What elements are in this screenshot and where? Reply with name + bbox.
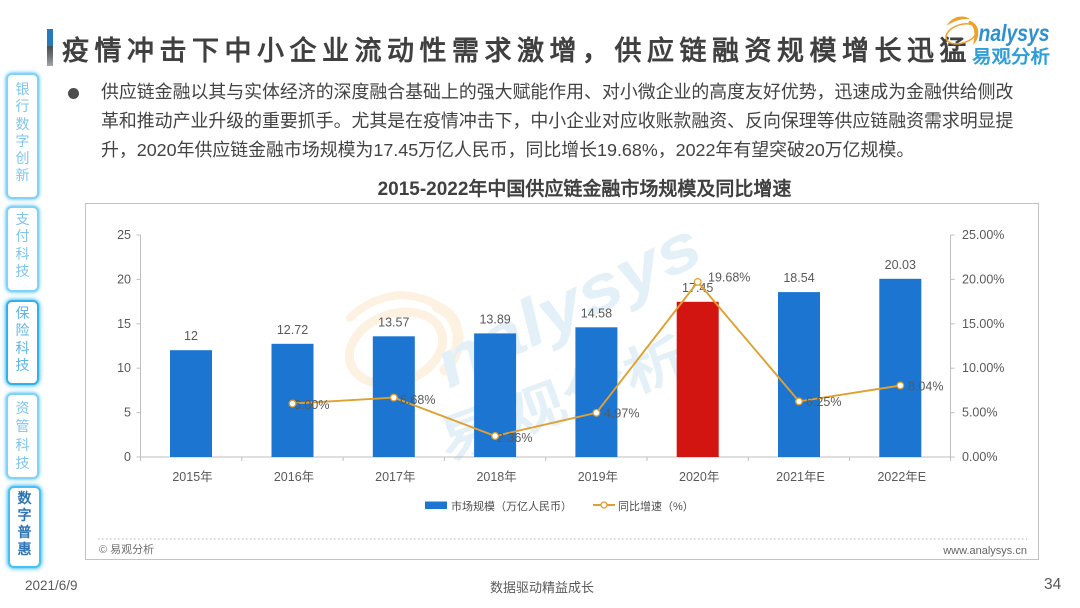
svg-text:2016年: 2016年 <box>274 470 314 484</box>
svg-text:14.58: 14.58 <box>581 306 612 320</box>
svg-text:2019年: 2019年 <box>578 470 618 484</box>
svg-text:5: 5 <box>124 406 131 420</box>
svg-text:2020年: 2020年 <box>679 470 719 484</box>
svg-text:0.00%: 0.00% <box>962 450 997 464</box>
svg-text:13.57: 13.57 <box>378 315 409 329</box>
svg-text:© 易观分析: © 易观分析 <box>99 542 154 556</box>
svg-text:10.00%: 10.00% <box>962 361 1004 375</box>
svg-text:2022年E: 2022年E <box>877 470 926 484</box>
svg-text:25: 25 <box>117 228 131 242</box>
svg-text:2018年: 2018年 <box>476 470 516 484</box>
svg-text:市场规模（万亿人民币）: 市场规模（万亿人民币） <box>451 499 572 513</box>
svg-text:6.68%: 6.68% <box>400 393 435 407</box>
svg-text:12: 12 <box>184 329 198 343</box>
svg-text:www.analysys.cn: www.analysys.cn <box>942 545 1027 557</box>
svg-text:易观分析: 易观分析 <box>972 46 1050 67</box>
svg-text:20.03: 20.03 <box>885 258 916 272</box>
svg-text:4.97%: 4.97% <box>604 407 639 421</box>
svg-text:18.54: 18.54 <box>783 271 814 285</box>
svg-text:6.00%: 6.00% <box>294 398 329 412</box>
svg-text:12.72: 12.72 <box>277 323 308 337</box>
svg-text:20: 20 <box>117 272 131 286</box>
svg-text:nalysys: nalysys <box>979 20 1050 46</box>
svg-text:5.00%: 5.00% <box>962 406 997 420</box>
svg-text:25.00%: 25.00% <box>962 228 1004 242</box>
svg-text:2.36%: 2.36% <box>497 431 532 445</box>
svg-text:13.89: 13.89 <box>479 312 510 326</box>
svg-text:0: 0 <box>124 450 131 464</box>
svg-text:2017年: 2017年 <box>375 470 415 484</box>
svg-text:15: 15 <box>117 317 131 331</box>
svg-text:6.25%: 6.25% <box>806 395 841 409</box>
svg-text:19.68%: 19.68% <box>708 271 750 285</box>
svg-text:20.00%: 20.00% <box>962 272 1004 286</box>
svg-text:2015年: 2015年 <box>172 470 212 484</box>
svg-text:同比增速（%）: 同比增速（%） <box>618 499 694 513</box>
svg-text:10: 10 <box>117 361 131 375</box>
svg-text:2021年E: 2021年E <box>776 470 825 484</box>
svg-text:15.00%: 15.00% <box>962 317 1004 331</box>
svg-text:8.04%: 8.04% <box>908 380 943 394</box>
